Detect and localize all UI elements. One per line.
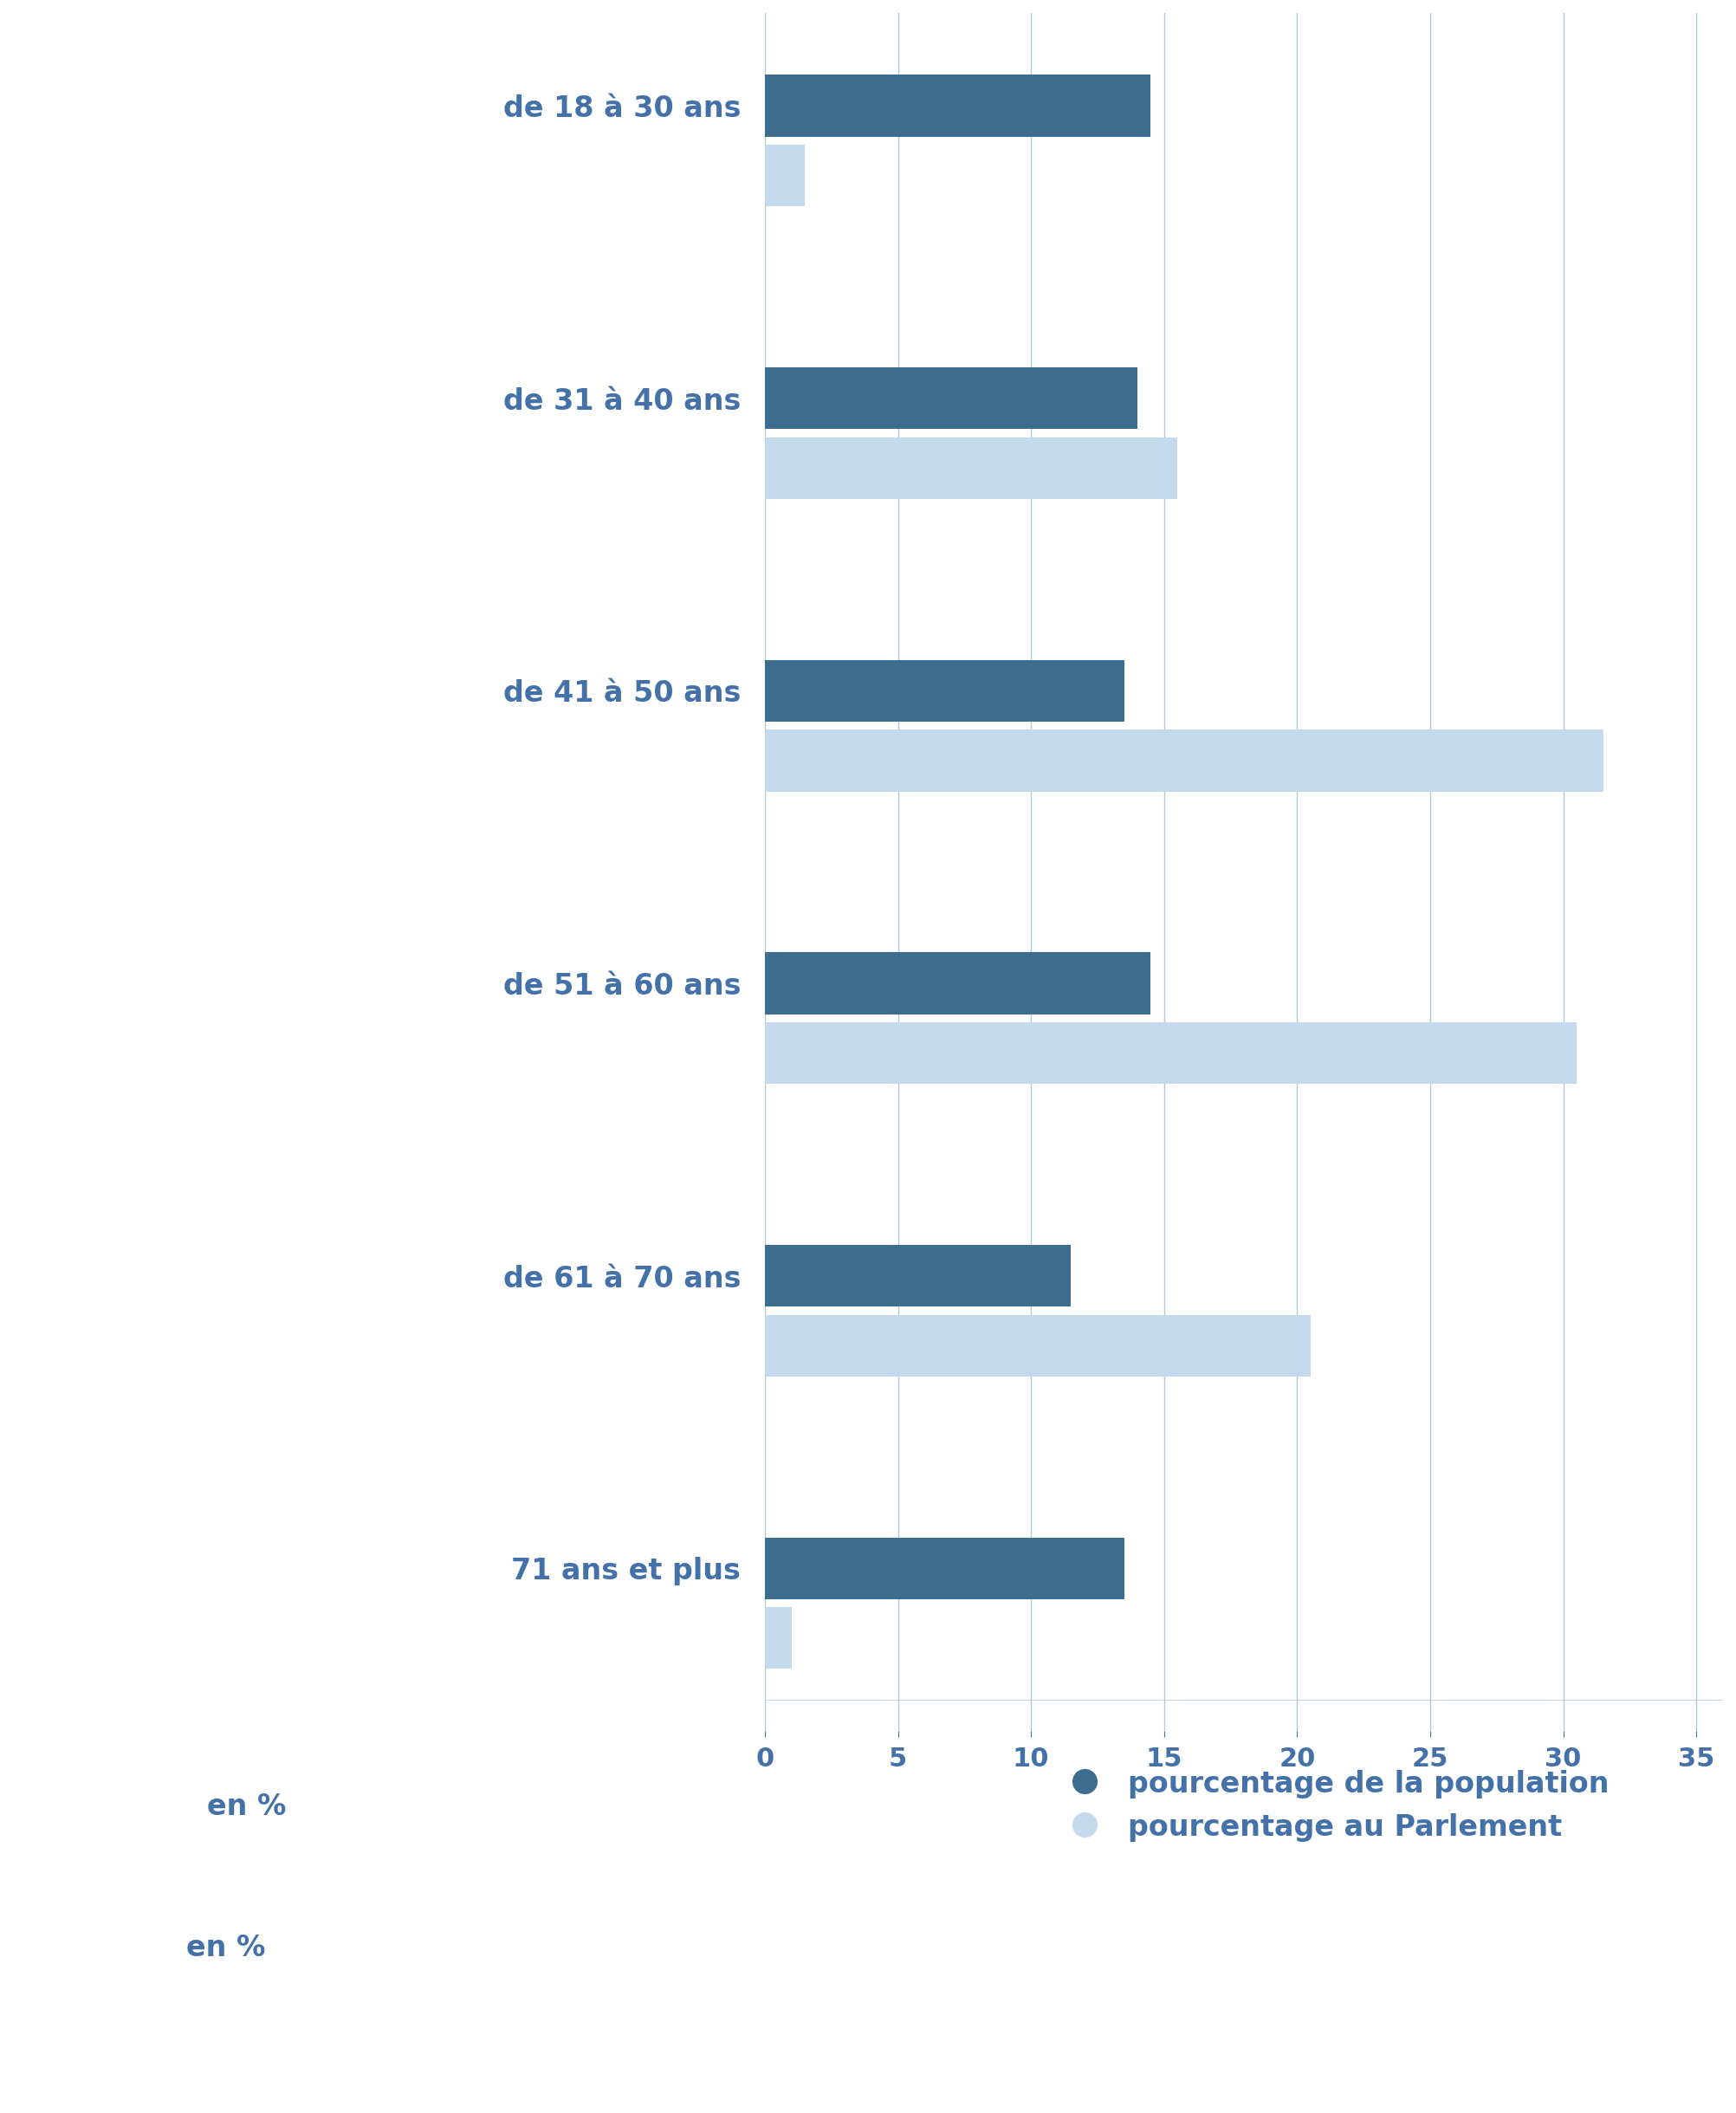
Bar bbox=[766, 953, 1151, 1014]
Bar bbox=[766, 1538, 1125, 1600]
Bar bbox=[766, 729, 1604, 792]
Bar bbox=[766, 659, 1125, 721]
Bar bbox=[766, 144, 806, 207]
Text: en %: en % bbox=[186, 1933, 266, 1963]
Bar bbox=[766, 74, 1151, 137]
Bar bbox=[766, 1314, 1311, 1376]
Bar bbox=[766, 1245, 1071, 1306]
Text: en %: en % bbox=[207, 1792, 286, 1821]
Bar bbox=[766, 1608, 792, 1669]
Bar bbox=[766, 437, 1177, 499]
Bar bbox=[766, 368, 1137, 429]
Legend: pourcentage de la population, pourcentage au Parlement: pourcentage de la population, pourcentag… bbox=[1059, 1758, 1621, 1853]
Bar bbox=[766, 1023, 1576, 1084]
